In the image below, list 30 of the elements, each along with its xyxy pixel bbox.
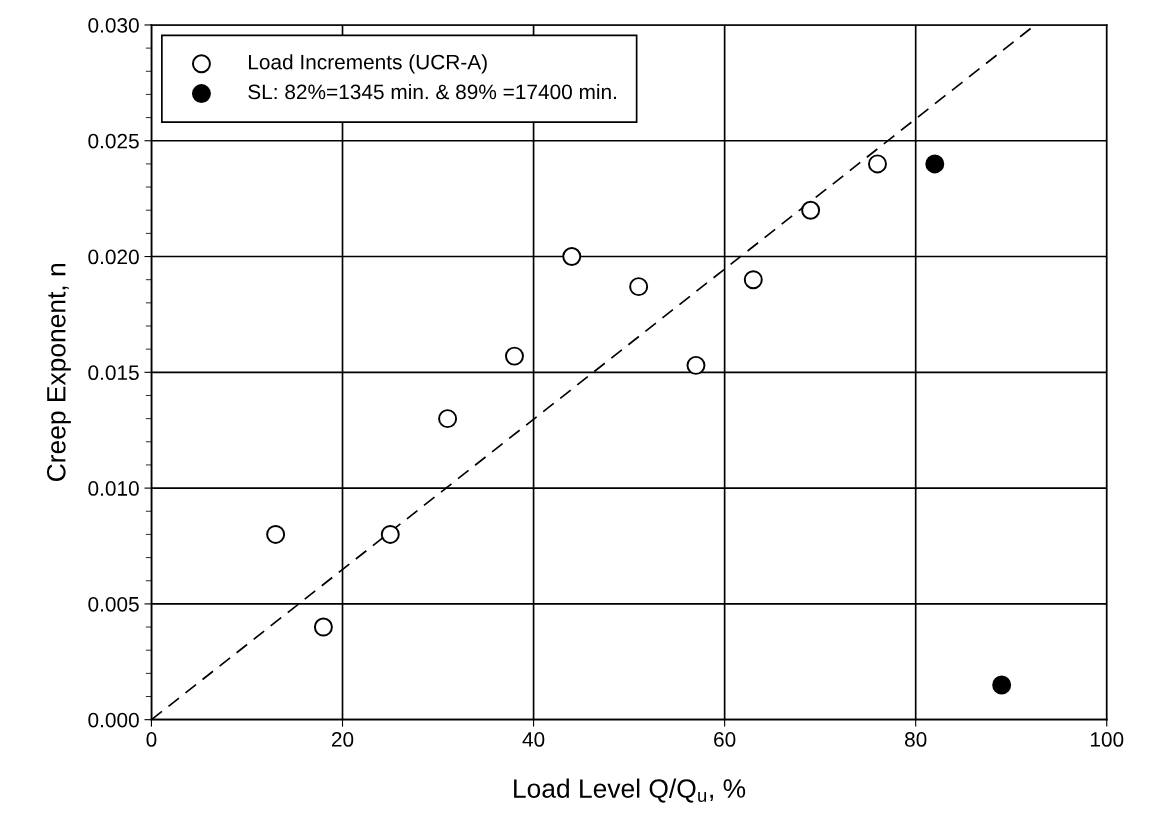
y-tick-label: 0.000 xyxy=(88,712,139,728)
point xyxy=(925,154,945,174)
x-tick-label: 100 xyxy=(1090,732,1124,747)
y-axis-title: Creep Exponent, n xyxy=(46,264,71,481)
point xyxy=(313,617,333,637)
point xyxy=(266,524,286,544)
y-tick-label: 0.030 xyxy=(88,17,139,33)
point xyxy=(743,270,763,290)
x-axis-title: Load Level Q/Q$_{u}$, % xyxy=(514,778,746,803)
y-tick-label: 0.025 xyxy=(88,133,139,149)
x-tick-label: 60 xyxy=(714,732,736,747)
legend-label: Load Increments (UCR-A) xyxy=(248,54,487,74)
point xyxy=(562,247,582,267)
y-tick-label: 0.020 xyxy=(88,249,139,265)
y-tick-label: 0.005 xyxy=(88,596,139,612)
x-tick-label: 0 xyxy=(146,732,157,747)
point xyxy=(504,346,524,366)
legend-label: SL: 82%=1345 min. & 89% =17400 min. xyxy=(248,83,616,100)
point xyxy=(992,675,1012,695)
y-tick-label: 0.015 xyxy=(88,365,139,381)
x-tick-label: 40 xyxy=(522,732,545,747)
point xyxy=(801,200,821,220)
point xyxy=(438,409,458,429)
point xyxy=(629,277,649,297)
x-tick-label: 20 xyxy=(331,732,354,747)
point xyxy=(380,524,400,544)
point xyxy=(868,154,887,174)
x-tick-label: 80 xyxy=(905,732,927,747)
y-tick-label: 0.010 xyxy=(88,481,139,496)
point xyxy=(686,355,706,375)
